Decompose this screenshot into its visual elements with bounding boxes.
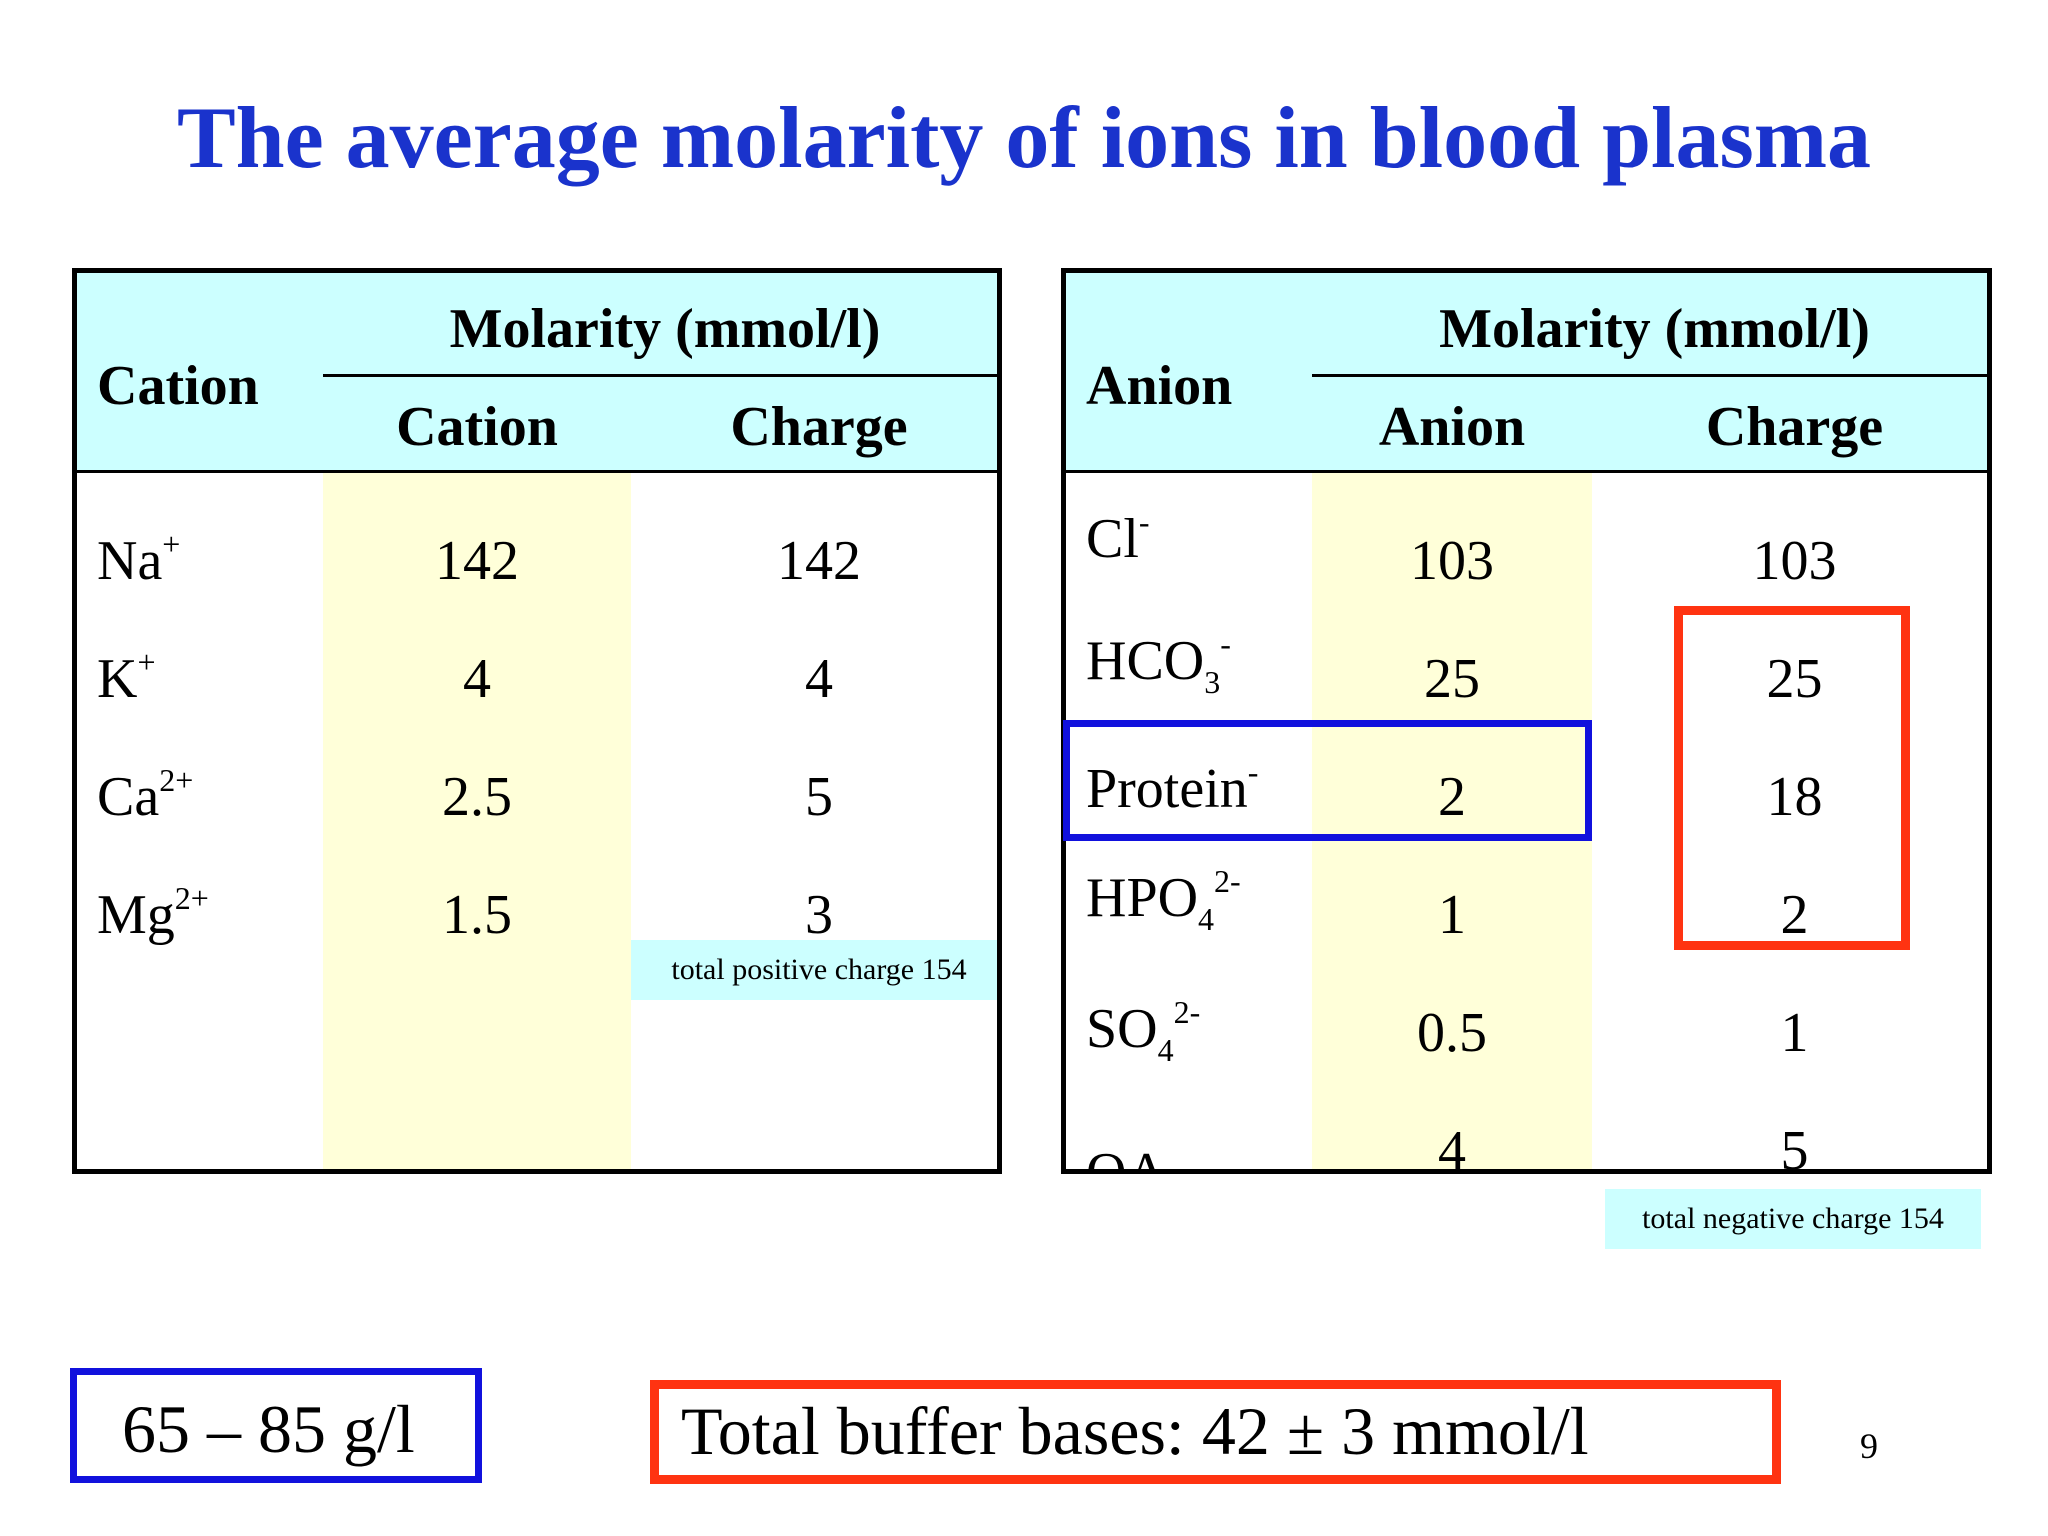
- ion-label: Cl-: [1086, 504, 1150, 570]
- protein-range-box: 65 – 85 g/l: [70, 1368, 482, 1483]
- cation-group-header: Molarity (mmol/l): [449, 298, 881, 360]
- charge-value: 3: [805, 884, 833, 946]
- page-number: 9: [1860, 1426, 1878, 1466]
- molarity-value: 103: [1410, 530, 1494, 592]
- charge-value: 1: [1780, 1002, 1809, 1064]
- header-divider: [1312, 374, 1987, 377]
- header-divider: [323, 374, 997, 377]
- molarity-value: 0.5: [1417, 1002, 1487, 1064]
- ion-label: Protein-: [1086, 754, 1259, 820]
- anion-group-header: Molarity (mmol/l): [1439, 298, 1870, 360]
- charge-value: 5: [805, 766, 833, 828]
- ion-label: OA: [1086, 1142, 1167, 1174]
- anion-molarity-band: [1312, 473, 1592, 1169]
- anion-row-header: Anion: [1086, 355, 1233, 417]
- charge-value: 4: [805, 648, 833, 710]
- charge-value: 103: [1752, 530, 1837, 592]
- charge-col-header: Charge: [1705, 396, 1884, 458]
- protein-range-text: 65 – 85 g/l: [122, 1391, 415, 1467]
- total-positive-charge-note: total positive charge 154: [631, 940, 997, 1000]
- charge-value: 2: [1780, 884, 1809, 946]
- ion-label: Mg2+: [97, 880, 209, 946]
- charge-value: 25: [1766, 648, 1823, 710]
- molarity-value: 1: [1438, 884, 1466, 946]
- charge-col-header: Charge: [730, 396, 908, 458]
- molarity-value: 142: [435, 530, 519, 592]
- molarity-value: 25: [1424, 648, 1480, 710]
- ion-label: K+: [97, 644, 156, 710]
- slide-title: The average molarity of ions in blood pl…: [176, 90, 1872, 187]
- ion-label: Ca2+: [97, 762, 194, 828]
- cation-molarity-band: [323, 473, 631, 1169]
- molarity-value: 2.5: [442, 766, 512, 828]
- molarity-value: 2: [1438, 766, 1466, 828]
- cation-row-header: Cation: [97, 355, 259, 417]
- molarity-value: 1.5: [442, 884, 512, 946]
- molarity-value: 4: [1438, 1120, 1466, 1174]
- charge-value: 142: [777, 530, 861, 592]
- total-negative-charge-note: total negative charge 154: [1605, 1189, 1981, 1249]
- anion-table-header: Anion Molarity (mmol/l) Anion Charge: [1066, 273, 1987, 473]
- anion-col-header: Anion: [1378, 396, 1526, 458]
- cation-table-header: Cation Molarity (mmol/l) Cation Charge: [77, 273, 997, 473]
- cation-col-header: Cation: [396, 396, 558, 458]
- buffer-charge-highlight: [1674, 606, 1910, 950]
- ion-label: HPO42-: [1086, 863, 1241, 937]
- charge-value: 18: [1766, 766, 1823, 828]
- buffer-bases-box: Total buffer bases: 42 ± 3 mmol/l: [650, 1380, 1781, 1484]
- ion-label: Na+: [97, 526, 181, 592]
- cation-table: Cation Molarity (mmol/l) Cation Charge N…: [72, 268, 1002, 1174]
- ion-label: SO42-: [1086, 994, 1201, 1068]
- buffer-bases-text: Total buffer bases: 42 ± 3 mmol/l: [681, 1393, 1589, 1469]
- molarity-value: 4: [463, 648, 491, 710]
- ion-label: HCO3-: [1086, 626, 1231, 700]
- charge-value: 5: [1780, 1120, 1809, 1174]
- protein-row-highlight: [1063, 720, 1592, 841]
